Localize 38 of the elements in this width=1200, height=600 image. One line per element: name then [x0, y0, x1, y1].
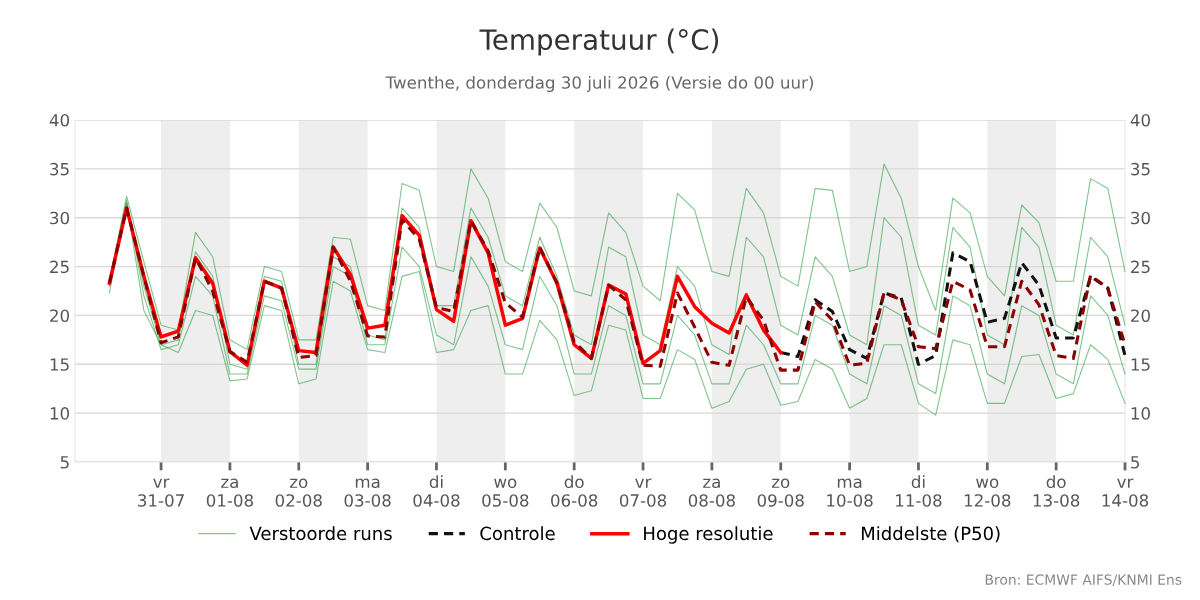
x-tick-label: zo 02-08 — [275, 478, 322, 507]
y-tick-label: 5 — [60, 456, 69, 469]
legend-label: Hoge resolutie — [644, 526, 773, 544]
y2-tick-label: 35 — [1131, 162, 1150, 176]
y2-tick-label: 40 — [1130, 113, 1150, 127]
x-tick-label: vr 07-08 — [619, 478, 667, 507]
legend-label: Verstoorde runs — [249, 526, 392, 541]
x-tick-label: wo 05-08 — [482, 478, 529, 507]
x-tick-label: ma 03-08 — [344, 478, 391, 507]
y-tick-label: 25 — [50, 260, 69, 274]
x-tick-label: do 13-08 — [1033, 475, 1080, 507]
y-tick-label: 40 — [49, 113, 70, 127]
y-tick-label: 10 — [50, 407, 70, 420]
x-tick-label: za 08-08 — [688, 478, 735, 507]
x-tick-label: do 06-08 — [551, 475, 598, 507]
x-tick-label: zo 09-08 — [757, 478, 804, 507]
y-tick-label: 35 — [50, 162, 69, 176]
y-tick-label: 15 — [50, 358, 69, 371]
chart-title: Temperatuur (°C) — [479, 28, 719, 56]
chart-subtitle: Twenthe, donderdag 30 juli 2026 (Versie do 00 uur) — [385, 75, 813, 93]
y2-tick-label: 15 — [1131, 358, 1150, 371]
legend-label: Middelste (P50) — [861, 526, 1000, 543]
y-tick-label: 20 — [50, 309, 70, 322]
text: Bron: ECMWF AIFS/KNMI Ens — [985, 574, 1182, 586]
x-tick-label: di 11-08 — [896, 475, 942, 507]
x-tick-label: di 04-08 — [413, 475, 460, 507]
x-tick-label: za 01-08 — [206, 478, 253, 507]
x-tick-label: wo 12-08 — [964, 478, 1011, 507]
x-tick-label: vr 31-07 — [138, 478, 184, 507]
legend-label: Controle — [480, 526, 555, 541]
y2-tick-label: 10 — [1131, 407, 1150, 420]
y2-tick-label: 5 — [1131, 456, 1140, 469]
y2-tick-label: 25 — [1131, 260, 1150, 274]
y2-tick-label: 30 — [1131, 211, 1150, 225]
x-tick-label: ma 10-08 — [827, 478, 873, 507]
y2-tick-label: 20 — [1131, 309, 1150, 322]
x-tick-label: vr 14-08 — [1102, 478, 1149, 507]
y-tick-label: 30 — [50, 211, 70, 225]
